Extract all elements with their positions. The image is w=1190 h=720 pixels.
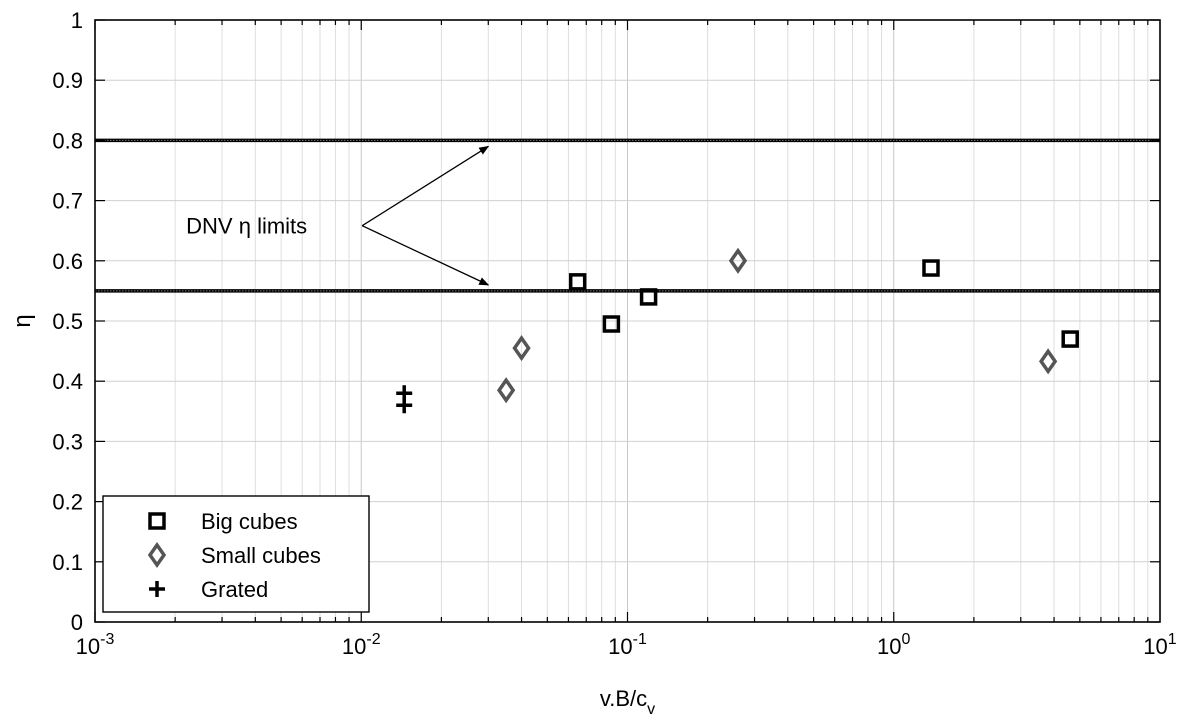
y-axis-label: η — [9, 314, 36, 327]
data-point — [512, 335, 531, 362]
data-point — [922, 259, 940, 277]
reference-lines — [95, 138, 1160, 293]
data-point — [568, 273, 587, 291]
data-point — [639, 288, 658, 306]
data-point — [602, 315, 621, 333]
x-tick-label: 100 — [877, 631, 910, 659]
data-point — [396, 397, 413, 414]
annotation-arrow — [361, 145, 490, 227]
x-tick-label: 10-2 — [342, 631, 381, 659]
y-tick-label: 0.3 — [52, 429, 83, 454]
legend-label: Small cubes — [201, 543, 321, 568]
axes: 0 0.1 0.2 0.3 0.4 0.5 0.6 0.7 0.8 0.9 1 10-3 10-2 10-… — [9, 8, 1177, 718]
y-tick-label: 0.2 — [52, 490, 83, 515]
y-tick-label: 0 — [71, 610, 83, 635]
data-point — [728, 247, 748, 274]
x-tick-label: 10-1 — [608, 631, 647, 659]
y-tick-label: 0.9 — [52, 68, 83, 93]
annotation-arrow — [361, 225, 490, 286]
y-tick-label: 0.8 — [52, 128, 83, 153]
y-tick-label: 0.5 — [52, 309, 83, 334]
annotation-text: DNV η limits — [186, 214, 307, 239]
data-point — [496, 377, 516, 404]
x-axis-label: v.B/cv — [600, 686, 655, 718]
legend-label: Big cubes — [201, 509, 298, 534]
legend-marker — [147, 541, 167, 569]
annotation: DNV η limits — [186, 145, 490, 286]
y-tick-label: 0.4 — [52, 369, 83, 394]
data-point — [1038, 348, 1058, 375]
x-tick-label: 101 — [1143, 631, 1176, 659]
grid — [94, 19, 1160, 623]
legend-label: Grated — [201, 577, 268, 602]
x-tick-label: 10-3 — [76, 631, 115, 659]
legend-marker — [148, 512, 166, 530]
y-tick-label: 0.6 — [52, 249, 83, 274]
legend-box — [102, 495, 370, 613]
data-points — [396, 247, 1079, 414]
legend: Big cubes Small cubes Grated — [102, 495, 370, 613]
y-tick-label: 0.7 — [52, 189, 83, 214]
y-tick-label: 0.1 — [52, 550, 83, 575]
legend-marker — [149, 581, 165, 597]
y-tick-label: 1 — [71, 8, 83, 33]
data-point — [1061, 330, 1079, 348]
